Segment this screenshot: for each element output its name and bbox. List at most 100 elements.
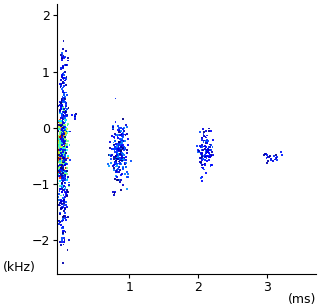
Point — [62, 129, 67, 134]
Point — [60, 127, 65, 132]
Point — [62, 198, 67, 203]
Point — [117, 168, 123, 172]
Point — [62, 213, 67, 218]
Point — [59, 147, 64, 152]
Point — [63, 62, 68, 67]
Point — [207, 155, 212, 160]
Point — [59, 148, 64, 153]
Point — [60, 162, 65, 167]
Point — [60, 161, 65, 166]
Point — [56, 138, 61, 143]
Point — [203, 157, 208, 162]
Point — [65, 190, 70, 195]
Point — [112, 146, 117, 151]
Point — [60, 148, 65, 152]
Point — [61, 123, 66, 128]
Point — [63, 55, 68, 60]
Point — [61, 152, 67, 157]
Point — [59, 173, 64, 178]
Point — [60, 144, 66, 149]
Point — [118, 133, 123, 138]
Point — [124, 161, 129, 166]
Point — [199, 151, 204, 156]
Point — [60, 130, 66, 135]
Point — [58, 121, 63, 126]
Point — [57, 167, 62, 172]
Point — [61, 137, 66, 142]
Point — [54, 165, 60, 170]
Point — [59, 141, 64, 146]
Point — [124, 150, 129, 155]
Point — [65, 144, 70, 149]
Point — [61, 176, 66, 180]
Point — [54, 138, 59, 143]
Point — [57, 149, 62, 154]
Point — [60, 205, 65, 210]
Point — [58, 137, 63, 142]
Point — [115, 170, 120, 175]
Point — [115, 155, 120, 160]
Point — [59, 147, 64, 152]
Point — [60, 154, 65, 159]
Point — [67, 184, 72, 189]
Point — [63, 110, 68, 115]
Point — [65, 177, 70, 182]
Point — [115, 148, 120, 153]
Point — [60, 136, 65, 141]
Point — [62, 131, 67, 136]
Point — [63, 83, 68, 88]
Point — [60, 53, 65, 58]
Point — [58, 152, 63, 156]
Point — [203, 147, 208, 152]
Point — [110, 124, 116, 129]
Point — [55, 136, 60, 141]
Point — [64, 145, 69, 150]
Point — [59, 206, 64, 211]
Point — [58, 119, 63, 124]
Point — [60, 104, 65, 109]
Point — [60, 135, 65, 140]
Point — [57, 141, 62, 146]
Point — [109, 134, 115, 139]
Point — [61, 148, 66, 153]
Point — [60, 163, 66, 168]
Point — [62, 147, 68, 152]
Point — [120, 139, 125, 144]
Point — [58, 136, 63, 140]
Point — [62, 239, 67, 244]
Point — [60, 136, 65, 140]
Point — [61, 183, 66, 188]
Point — [61, 175, 66, 180]
Point — [60, 137, 65, 142]
Point — [205, 133, 210, 138]
Point — [114, 154, 119, 159]
Point — [61, 148, 67, 153]
Point — [111, 146, 116, 151]
Point — [58, 210, 63, 215]
Point — [63, 160, 68, 165]
Point — [114, 162, 119, 167]
Point — [57, 137, 62, 142]
Point — [63, 124, 68, 129]
Point — [63, 191, 68, 196]
Point — [59, 243, 64, 248]
Point — [118, 141, 124, 146]
Point — [60, 164, 65, 169]
Point — [62, 132, 67, 137]
Point — [60, 166, 65, 171]
Point — [63, 112, 68, 117]
Point — [60, 138, 66, 143]
Point — [54, 144, 60, 149]
Point — [58, 101, 63, 106]
Point — [62, 176, 67, 181]
Point — [58, 135, 63, 140]
Point — [61, 158, 67, 163]
Point — [113, 155, 118, 160]
Point — [207, 128, 212, 133]
Point — [61, 147, 66, 152]
Point — [62, 144, 67, 149]
Point — [122, 157, 127, 162]
Point — [58, 160, 63, 165]
Point — [114, 150, 119, 155]
Point — [120, 183, 125, 188]
